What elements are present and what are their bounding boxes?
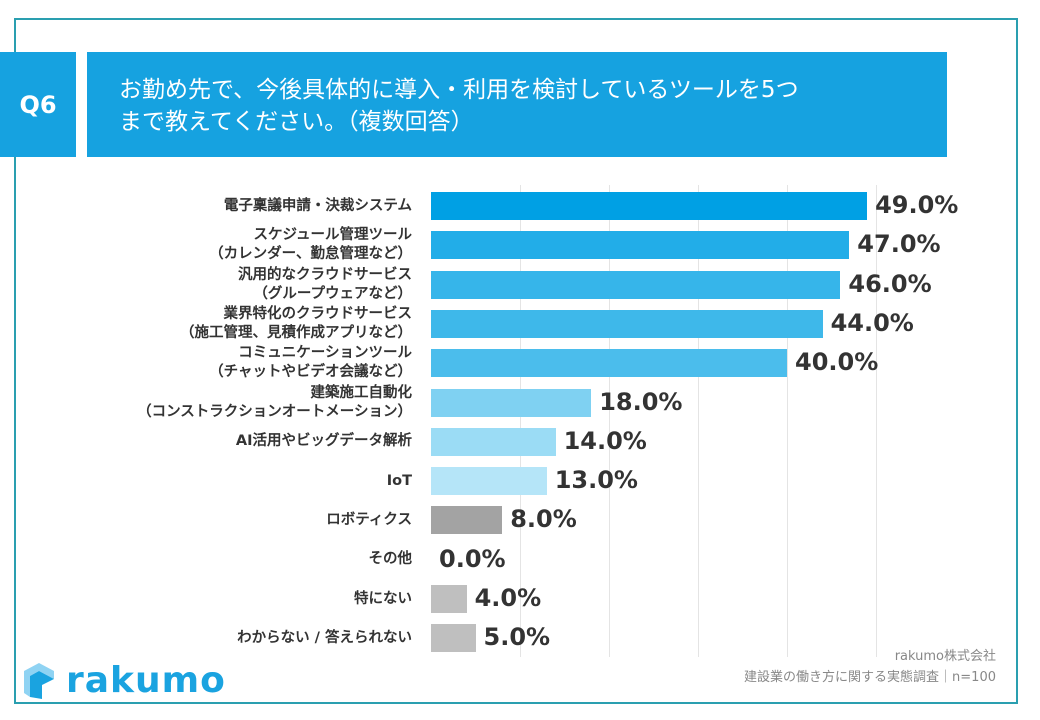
logo-text: rakumo	[66, 660, 226, 701]
gridline	[520, 185, 521, 657]
gridline	[876, 185, 877, 657]
gridline	[698, 185, 699, 657]
logo-cube-icon	[24, 662, 54, 699]
category-label: スケジュール管理ツール （カレンダー、勤怠管理など）	[209, 227, 412, 263]
value-label: 0.0%	[439, 544, 506, 573]
rakumo-logo: rakumo	[22, 660, 226, 701]
category-label: その他	[368, 551, 413, 568]
frame	[14, 18, 1018, 704]
bar	[431, 309, 823, 338]
category-label: 特にない	[354, 590, 412, 607]
value-label: 18.0%	[599, 387, 683, 416]
bar	[431, 467, 547, 496]
bar	[431, 388, 592, 417]
value-label: 44.0%	[830, 308, 914, 337]
category-label: ロボティクス	[326, 511, 412, 528]
value-label: 4.0%	[474, 584, 542, 612]
title-line-2: まで教えてください。（複数回答）	[119, 109, 474, 135]
bar	[431, 192, 868, 220]
value-label: 49.0%	[875, 191, 959, 219]
category-label: コミュニケーションツール （チャットやビデオ会議など）	[209, 345, 412, 381]
category-label: わからない / 答えられない	[237, 629, 412, 646]
value-label: 5.0%	[483, 623, 551, 652]
bar	[431, 270, 841, 299]
category-label: AI活用やビッグデータ解析	[235, 433, 412, 450]
gridline	[787, 185, 788, 657]
source-survey: 建設業の働き方に関する実態調査｜n=100	[744, 670, 996, 685]
gridline	[609, 185, 610, 657]
value-label: 46.0%	[848, 269, 932, 298]
bar	[431, 585, 467, 613]
value-label: 8.0%	[510, 505, 577, 534]
category-label: 業界特化のクラウドサービス （施工管理、見積作成アプリなど）	[180, 305, 412, 341]
category-label: 建築施工自動化 （コンストラクションオートメーション）	[137, 384, 412, 420]
category-label: 汎用的なクラウドサービス （グループウェアなど）	[238, 266, 412, 302]
bar	[431, 349, 787, 378]
category-label: IoT	[386, 472, 412, 489]
value-label: 47.0%	[857, 230, 941, 259]
title-line-1: お勤め先で、今後具体的に導入・利用を検討しているツールを5つ	[119, 77, 799, 103]
question-number: Q6	[0, 52, 76, 157]
bar	[431, 231, 850, 260]
bar	[431, 427, 556, 456]
source-company: rakumo株式会社	[894, 649, 996, 664]
question-title: お勤め先で、今後具体的に導入・利用を検討しているツールを5つ まで教えてください。…	[87, 52, 947, 157]
bar	[431, 506, 503, 535]
category-label: 電子稟議申請・決裁システム	[223, 197, 412, 214]
value-label: 13.0%	[554, 466, 638, 495]
value-label: 40.0%	[795, 348, 879, 377]
value-label: 14.0%	[563, 426, 647, 455]
bar	[431, 624, 476, 653]
